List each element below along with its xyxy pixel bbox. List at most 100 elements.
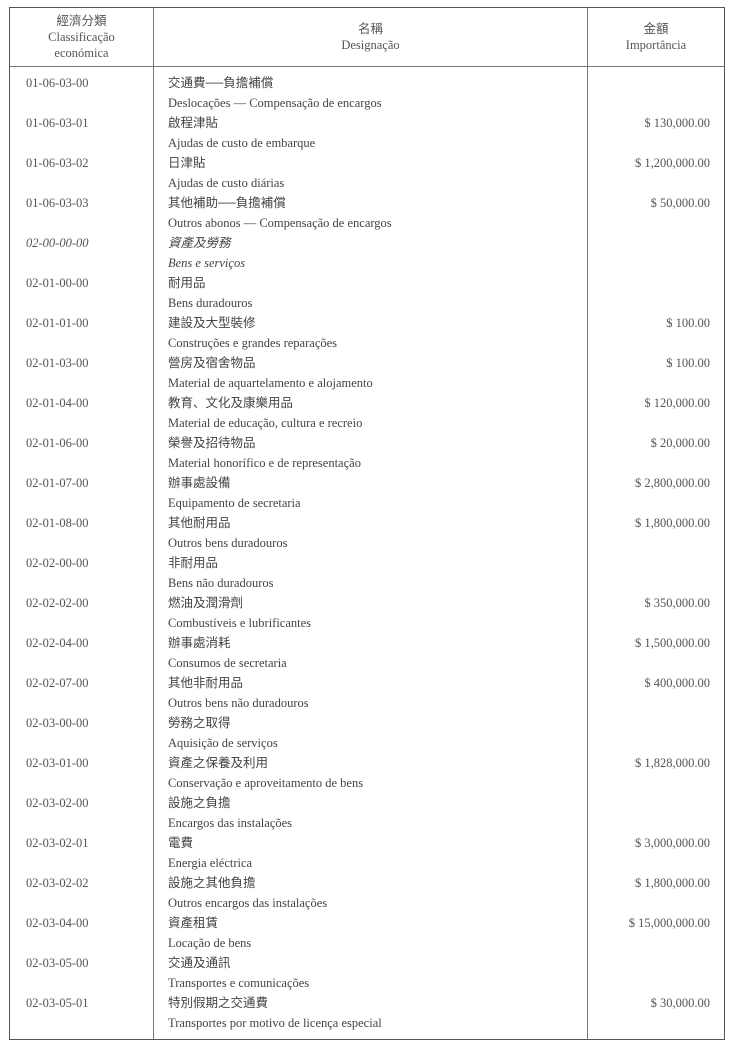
row-designation-pt: Bens não duradouros bbox=[168, 576, 274, 590]
table-row: 02-03-02-01 電費 Energia eléctrica $ 3,000,00… bbox=[10, 833, 724, 873]
row-amount: $ 30,000.00 bbox=[650, 996, 710, 1010]
header-classification: 經濟分類 Classificação económica bbox=[10, 8, 153, 66]
row-code: 02-03-01-00 bbox=[26, 756, 89, 770]
row-designation-pt: Transportes por motivo de licença especi… bbox=[168, 1016, 382, 1030]
header-classification-zh: 經濟分類 bbox=[56, 14, 107, 28]
row-designation-pt: Combustíveis e lubrificantes bbox=[168, 616, 312, 630]
row-code: 02-01-03-00 bbox=[26, 356, 89, 370]
row-amount: $ 20,000.00 bbox=[650, 436, 710, 450]
row-code: 02-02-00-00 bbox=[26, 556, 89, 570]
row-designation-pt: Deslocações — Compensação de encargos bbox=[168, 96, 382, 110]
row-designation-zh: 辦事處消耗 bbox=[168, 636, 231, 650]
row-amount: $ 1,800,000.00 bbox=[635, 876, 710, 890]
table-row: 02-03-04-00 資產租賃 Locação de bens $ 15,000,0… bbox=[10, 913, 724, 953]
row-designation-zh: 非耐用品 bbox=[168, 556, 219, 570]
row-designation-zh: 日津貼 bbox=[168, 156, 206, 170]
row-designation-pt: Energia eléctrica bbox=[168, 856, 253, 870]
table-row: 02-01-06-00 榮譽及招待物品 Material honorífico e … bbox=[10, 433, 724, 473]
row-amount: $ 130,000.00 bbox=[644, 116, 710, 130]
row-designation-pt: Bens e serviços bbox=[168, 256, 246, 270]
row-code: 02-00-00-00 bbox=[26, 236, 89, 250]
row-code: 02-01-04-00 bbox=[26, 396, 89, 410]
row-designation-pt: Outros encargos das instalações bbox=[168, 896, 328, 910]
row-designation-pt: Transportes e comunicações bbox=[168, 976, 310, 990]
row-designation-zh: 辦事處設備 bbox=[168, 476, 231, 490]
row-amount: $ 100.00 bbox=[666, 316, 710, 330]
row-code: 02-03-02-02 bbox=[26, 876, 89, 890]
row-designation-pt: Material de educação, cultura e recreio bbox=[168, 416, 363, 430]
row-code: 02-03-02-00 bbox=[26, 796, 89, 810]
row-amount: $ 1,500,000.00 bbox=[635, 636, 710, 650]
header-classification-pt-2: económica bbox=[54, 46, 109, 60]
table-row: 01-06-03-03 其他補助──負擔補償 Outros abonos — Com… bbox=[10, 193, 724, 233]
row-amount: $ 1,200,000.00 bbox=[635, 156, 710, 170]
table-row: 02-01-00-00 耐用品 Bens duradouros bbox=[10, 273, 724, 313]
table-row: 01-06-03-02 日津貼 Ajudas de custo diárias $ 1… bbox=[10, 153, 724, 193]
row-designation-zh: 建設及大型裝修 bbox=[168, 316, 256, 330]
row-code: 02-03-05-01 bbox=[26, 996, 89, 1010]
row-designation-pt: Material de aquartelamento e alojamento bbox=[168, 376, 373, 390]
table-row: 02-02-02-00 燃油及潤滑劑 Combustíveis e lubrific… bbox=[10, 593, 724, 633]
row-amount: $ 3,000,000.00 bbox=[635, 836, 710, 850]
row-designation-pt: Material honorífico e de representação bbox=[168, 456, 361, 470]
row-designation-pt: Outros abonos — Compensação de encargos bbox=[168, 216, 392, 230]
table-row: 02-03-05-00 交通及通訊 Transportes e comunicaçõ… bbox=[10, 953, 724, 993]
row-designation-zh: 燃油及潤滑劑 bbox=[168, 596, 244, 610]
column-divider bbox=[587, 8, 588, 1039]
row-designation-zh: 教育、文化及康樂用品 bbox=[168, 396, 294, 410]
table-row: 02-01-01-00 建設及大型裝修 Construções e grandes … bbox=[10, 313, 724, 353]
table-row: 02-01-08-00 其他耐用品 Outros bens duradouros $ … bbox=[10, 513, 724, 553]
header-amount: 金額 Importância bbox=[588, 8, 724, 66]
row-designation-pt: Ajudas de custo de embarque bbox=[168, 136, 316, 150]
row-designation-pt: Aquisição de serviços bbox=[168, 736, 278, 750]
row-code: 02-03-04-00 bbox=[26, 916, 89, 930]
row-designation-zh: 其他非耐用品 bbox=[168, 676, 244, 690]
row-designation-zh: 資產之保養及利用 bbox=[168, 756, 269, 770]
row-code: 01-06-03-03 bbox=[26, 196, 89, 210]
header-divider bbox=[10, 66, 724, 67]
row-code: 02-03-00-00 bbox=[26, 716, 89, 730]
table-row: 01-06-03-00 交通費──負擔補償 Deslocações — Compen… bbox=[10, 73, 724, 113]
row-designation-pt: Conservação e aproveitamento de bens bbox=[168, 776, 364, 790]
row-designation-zh: 勞務之取得 bbox=[168, 716, 231, 730]
row-amount: $ 50,000.00 bbox=[650, 196, 710, 210]
table-row: 02-00-00-00 資產及勞務 Bens e serviços bbox=[10, 233, 724, 273]
row-amount: $ 2,800,000.00 bbox=[635, 476, 710, 490]
table-row: 02-03-02-00 設施之負擔 Encargos das instalações bbox=[10, 793, 724, 833]
table-row: 02-03-02-02 設施之其他負擔 Outros encargos das in… bbox=[10, 873, 724, 913]
table-row: 02-03-05-01 特別假期之交通費 Transportes por motiv… bbox=[10, 993, 724, 1033]
row-amount: $ 350,000.00 bbox=[644, 596, 710, 610]
budget-table: 經濟分類 Classificação económica 名稱 Designaç… bbox=[9, 7, 725, 1040]
table-row: 02-01-07-00 辦事處設備 Equipamento de secretari… bbox=[10, 473, 724, 513]
row-designation-pt: Construções e grandes reparações bbox=[168, 336, 338, 350]
row-designation-pt: Outros bens não duradouros bbox=[168, 696, 309, 710]
table-row: 02-01-04-00 教育、文化及康樂用品 Material de educaçã… bbox=[10, 393, 724, 433]
row-designation-zh: 設施之負擔 bbox=[168, 796, 231, 810]
row-designation-pt: Consumos de secretaria bbox=[168, 656, 287, 670]
table-row: 02-03-00-00 勞務之取得 Aquisição de serviços bbox=[10, 713, 724, 753]
row-code: 02-01-06-00 bbox=[26, 436, 89, 450]
row-code: 02-02-07-00 bbox=[26, 676, 89, 690]
row-code: 01-06-03-01 bbox=[26, 116, 89, 130]
row-designation-zh: 特別假期之交通費 bbox=[168, 996, 269, 1010]
row-designation-zh: 資產租賃 bbox=[168, 916, 219, 930]
row-code: 02-02-04-00 bbox=[26, 636, 89, 650]
table-row: 02-01-03-00 營房及宿舍物品 Material de aquartelam… bbox=[10, 353, 724, 393]
header-designation-pt: Designação bbox=[341, 38, 400, 52]
row-amount: $ 15,000,000.00 bbox=[628, 916, 710, 930]
header-classification-pt: Classificação bbox=[48, 30, 115, 44]
header-designation: 名稱 Designação bbox=[154, 8, 587, 66]
row-designation-zh: 榮譽及招待物品 bbox=[168, 436, 256, 450]
row-code: 02-03-02-01 bbox=[26, 836, 89, 850]
row-designation-pt: Locação de bens bbox=[168, 936, 252, 950]
row-designation-zh: 啟程津貼 bbox=[168, 116, 219, 130]
header-amount-pt: Importância bbox=[625, 38, 687, 52]
row-designation-zh: 營房及宿舍物品 bbox=[168, 356, 256, 370]
row-designation-pt: Encargos das instalações bbox=[168, 816, 293, 830]
row-designation-pt: Outros bens duradouros bbox=[168, 536, 288, 550]
row-amount: $ 120,000.00 bbox=[644, 396, 710, 410]
row-amount: $ 1,800,000.00 bbox=[635, 516, 710, 530]
table-row: 02-02-04-00 辦事處消耗 Consumos de secretaria $ … bbox=[10, 633, 724, 673]
row-amount: $ 1,828,000.00 bbox=[635, 756, 710, 770]
row-designation-zh: 交通及通訊 bbox=[168, 956, 231, 970]
